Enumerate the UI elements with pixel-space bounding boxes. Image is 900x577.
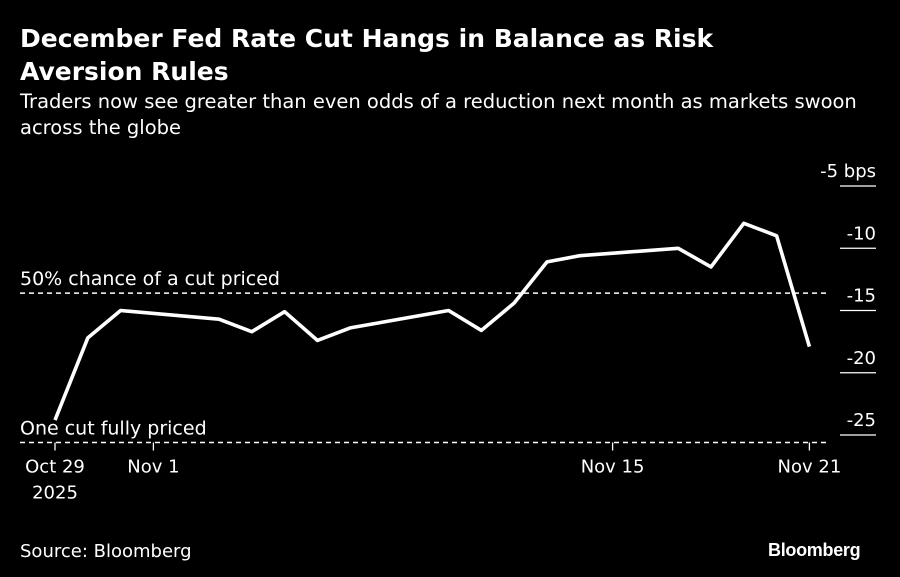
source-note: Source: Bloomberg xyxy=(20,541,192,562)
y-tick-label: -25 xyxy=(847,410,876,431)
y-tick-label: -15 xyxy=(847,286,876,307)
series-line xyxy=(53,221,812,421)
reference-line-label: One cut fully priced xyxy=(20,417,207,439)
y-tick-label: -10 xyxy=(847,223,876,244)
x-tick-label: Oct 29 xyxy=(25,456,85,477)
reference-line-label: 50% chance of a cut priced xyxy=(20,268,280,290)
x-tick-label: Nov 1 xyxy=(127,456,179,477)
x-tick-label: 2025 xyxy=(32,482,78,503)
y-tick-label: -20 xyxy=(847,348,876,369)
x-tick-label: Nov 15 xyxy=(581,456,645,477)
chart-title: December Fed Rate Cut Hangs in Balance a… xyxy=(20,24,714,86)
x-tick-label: Nov 21 xyxy=(778,456,842,477)
chart-subtitle: Traders now see greater than even odds o… xyxy=(20,90,857,139)
y-tick-label: -5 bps xyxy=(820,161,876,182)
bloomberg-logo: Bloomberg xyxy=(768,540,861,560)
